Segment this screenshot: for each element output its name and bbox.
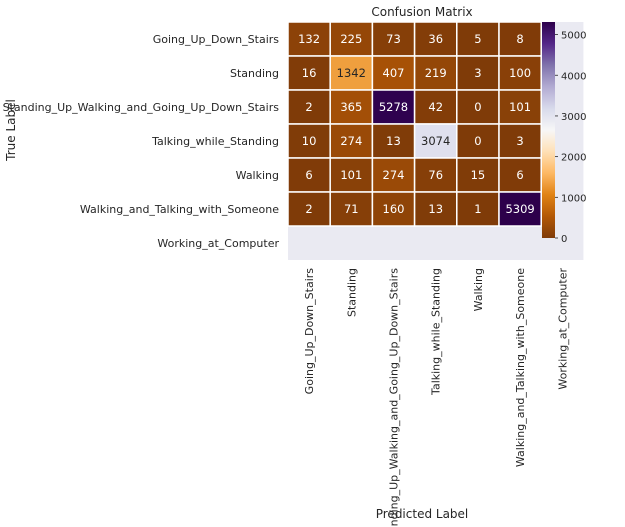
x-tick-label: Going_Up_Down_Stairs (303, 268, 316, 395)
heatmap-cell (371, 21, 416, 57)
cell-value-label: 101 (509, 100, 531, 114)
heatmap-cell (287, 157, 331, 193)
heatmap-cell (329, 157, 374, 193)
heatmap-cell (329, 191, 374, 227)
heatmap-cell (329, 89, 374, 125)
heatmap-cell (329, 123, 374, 159)
heatmap-cell (498, 123, 542, 159)
x-tick-label: Walking (472, 268, 485, 311)
cell-value-label: 13 (428, 202, 443, 216)
cell-value-label: 73 (386, 32, 401, 46)
heatmap-cell (456, 123, 500, 159)
y-tick-label: Talking_while_Standing (151, 135, 279, 148)
cell-value-label: 16 (302, 66, 317, 80)
cell-value-label: 274 (383, 168, 405, 182)
cell-value-label: 6 (305, 168, 312, 182)
x-tick-label: Standing_Up_Walking_and_Going_Up_Down_St… (388, 268, 401, 527)
colorbar-tick-label: 4000 (561, 71, 586, 82)
heatmap-cell (498, 191, 542, 227)
heatmap-cell (287, 89, 331, 125)
y-tick-label: Walking_and_Talking_with_Someone (80, 203, 279, 216)
heatmap-cell (413, 191, 458, 227)
heatmap-cell (413, 123, 458, 159)
colorbar: 0 1000 2000 3000 4000 5000 (542, 22, 586, 245)
cell-value-label: 407 (383, 66, 405, 80)
heatmap-cell (413, 89, 458, 125)
cell-value-label: 5309 (505, 202, 534, 216)
cell-value-label: 10 (302, 134, 317, 148)
cell-value-label: 3074 (421, 134, 450, 148)
heatmap-cell (287, 191, 331, 227)
cell-value-label: 101 (340, 168, 362, 182)
chart-title: Confusion Matrix (371, 5, 472, 19)
y-tick-label: Standing (230, 67, 279, 80)
x-tick-label: Standing (345, 268, 358, 317)
cell-value-label: 3 (474, 66, 481, 80)
cell-value-label: 1 (474, 202, 481, 216)
cell-value-label: 15 (471, 168, 486, 182)
cell-value-label: 3 (516, 134, 523, 148)
cell-value-label: 160 (383, 202, 405, 216)
heatmap-cell (498, 157, 542, 193)
cell-value-label: 6 (516, 168, 523, 182)
heatmap-cell (329, 21, 374, 57)
cell-value-label: 219 (425, 66, 447, 80)
colorbar-tick-label: 2000 (561, 153, 586, 164)
cell-value-label: 365 (340, 100, 362, 114)
cell-value-label: 8 (516, 32, 523, 46)
y-tick-labels: Going_Up_Down_Stairs Standing Standing_Up_… (3, 33, 280, 250)
cell-value-label: 0 (474, 100, 481, 114)
heatmap-cell (456, 21, 500, 57)
cell-value-label: 2 (305, 100, 312, 114)
cell-value-label: 13 (386, 134, 401, 148)
y-tick-label: Standing_Up_Walking_and_Going_Up_Down_St… (3, 101, 280, 114)
cell-value-label: 71 (344, 202, 359, 216)
colorbar-gradient (542, 22, 555, 238)
x-axis-label: Predicted Label (376, 507, 469, 521)
cell-value-label: 1342 (337, 66, 366, 80)
cell-value-label: 42 (428, 100, 443, 114)
heatmap-cell (456, 157, 500, 193)
colorbar-tick-label: 5000 (561, 31, 586, 42)
cell-value-label: 36 (428, 32, 443, 46)
heatmap-cell (498, 21, 542, 57)
cell-value-label: 0 (474, 134, 481, 148)
cell-value-label: 2 (305, 202, 312, 216)
cell-value-label: 76 (428, 168, 443, 182)
x-tick-label: Working_at_Computer (556, 268, 569, 390)
colorbar-tick-label: 1000 (561, 193, 586, 204)
heatmap-cell (371, 123, 416, 159)
x-tick-label: Walking_and_Talking_with_Someone (514, 268, 527, 467)
cell-value-label: 274 (340, 134, 362, 148)
heatmap-cell (456, 191, 500, 227)
x-tick-label: Talking_while_Standing (430, 268, 443, 396)
heatmap-cell (287, 123, 331, 159)
y-tick-label: Working_at_Computer (157, 237, 279, 250)
y-tick-label: Going_Up_Down_Stairs (153, 33, 280, 46)
cell-value-label: 5278 (379, 100, 408, 114)
y-tick-label: Walking (236, 169, 279, 182)
colorbar-tick-label: 0 (561, 234, 567, 245)
colorbar-tick-label: 3000 (561, 112, 586, 123)
y-axis-label: True Label (4, 99, 18, 162)
cell-value-label: 100 (509, 66, 531, 80)
x-tick-labels: Going_Up_Down_Stairs Standing Standing_Up_… (303, 268, 569, 527)
cell-value-label: 225 (340, 32, 362, 46)
cell-value-label: 5 (474, 32, 481, 46)
cell-value-label: 132 (298, 32, 320, 46)
